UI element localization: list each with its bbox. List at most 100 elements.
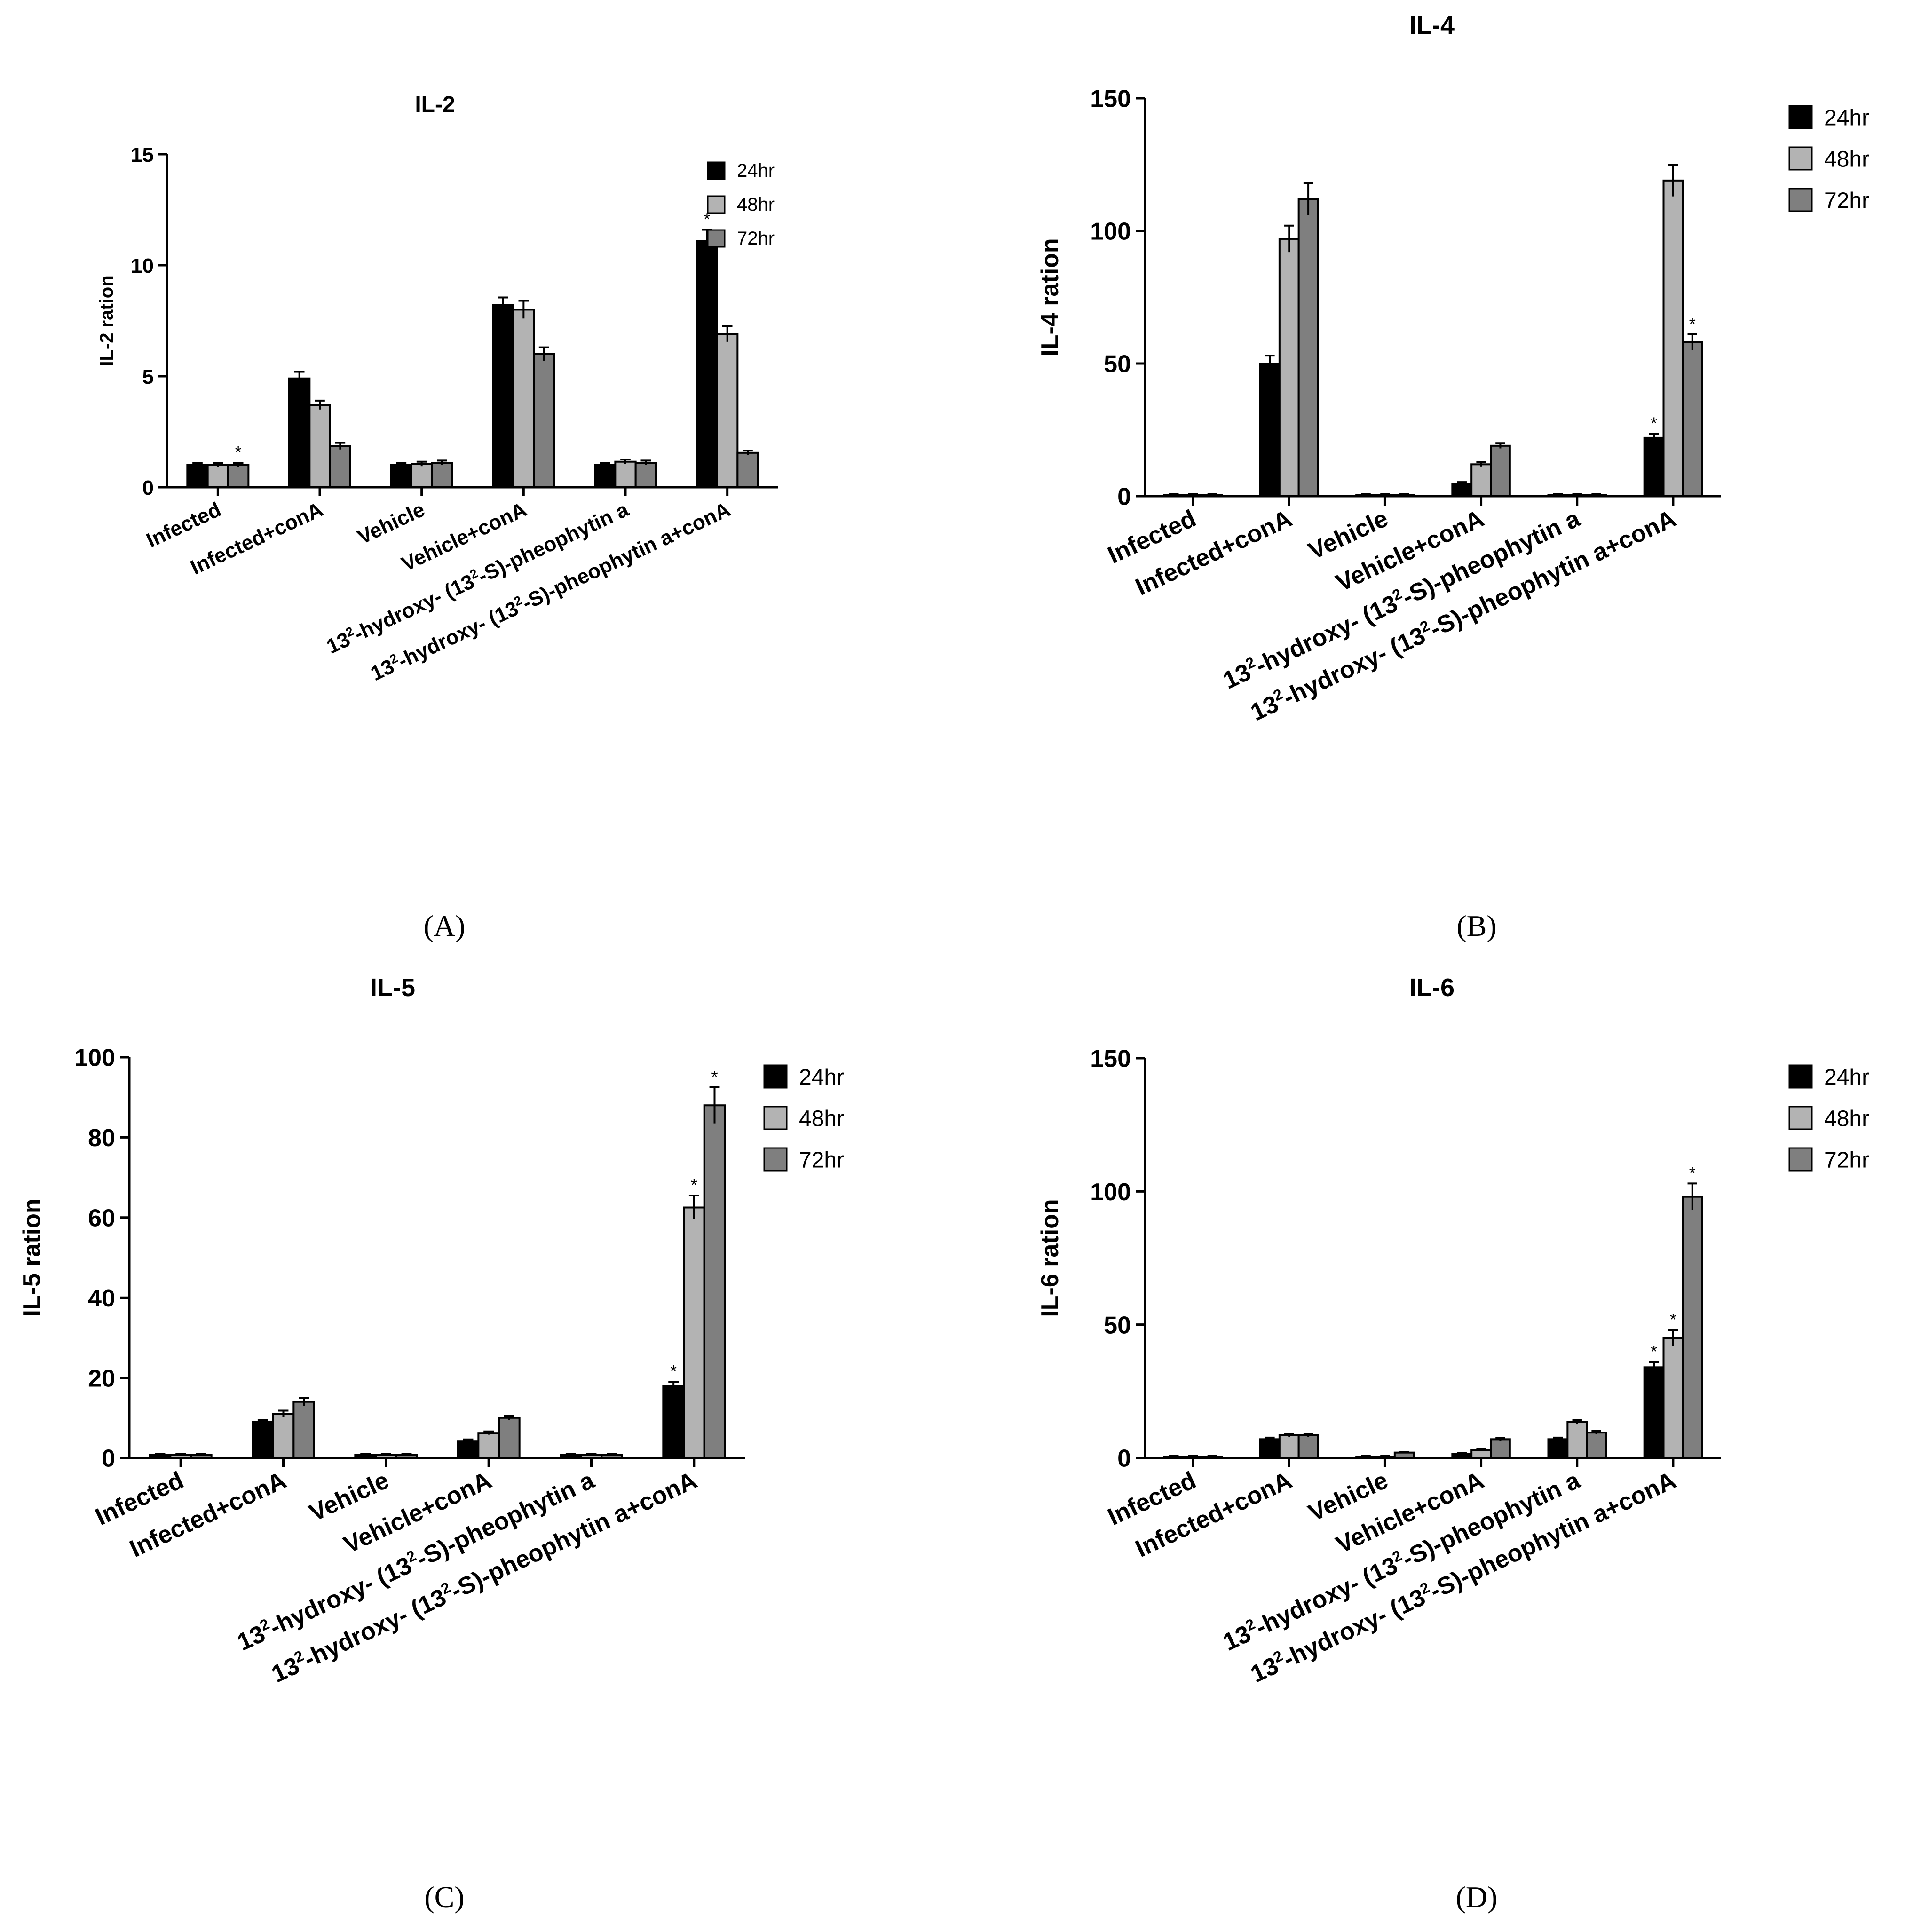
panel-label-c: (C) xyxy=(424,1880,464,1914)
y-axis-label: IL-4 ration xyxy=(1036,238,1064,356)
y-tick-label: 0 xyxy=(1117,1445,1131,1473)
bar xyxy=(411,463,433,489)
legend-swatch xyxy=(707,229,726,248)
bar xyxy=(288,377,311,488)
bar xyxy=(252,1421,274,1459)
bar xyxy=(1547,1438,1569,1459)
legend-label: 48hr xyxy=(1824,147,1869,172)
y-axis-label: IL-5 ration xyxy=(18,1198,46,1316)
panel-label-a: (A) xyxy=(424,909,466,942)
bar xyxy=(292,1401,315,1459)
y-tick-label: 80 xyxy=(88,1124,115,1152)
x-category-label: Vehicle xyxy=(354,498,428,549)
legend-swatch xyxy=(763,1064,788,1089)
bar xyxy=(1682,341,1703,497)
y-tick-label: 0 xyxy=(142,476,154,499)
y-tick-label: 50 xyxy=(1104,351,1131,378)
legend-swatch xyxy=(1788,1147,1813,1172)
legend-label: 24hr xyxy=(1824,1065,1869,1090)
legend-swatch xyxy=(763,1147,788,1172)
chart-title: IL-2 xyxy=(415,92,455,117)
bar xyxy=(390,464,413,488)
bar xyxy=(1662,1337,1684,1459)
chart-title: IL-6 xyxy=(1409,974,1455,1002)
bar xyxy=(272,1413,295,1459)
bar xyxy=(206,464,229,488)
x-category-label: Infected+conA xyxy=(1131,505,1296,601)
significance-marker: * xyxy=(704,209,710,229)
bar xyxy=(492,304,514,489)
bar xyxy=(186,464,209,488)
y-tick-label: 0 xyxy=(102,1445,115,1473)
legend-swatch xyxy=(1788,188,1813,212)
bar xyxy=(1297,198,1319,497)
panel-label-b: (B) xyxy=(1456,909,1496,942)
significance-marker: * xyxy=(235,443,242,462)
bar xyxy=(1643,1366,1665,1459)
legend-label: 72hr xyxy=(737,228,775,249)
bar xyxy=(1259,1438,1281,1459)
bar xyxy=(227,464,250,488)
y-axis-label: IL-6 ration xyxy=(1036,1199,1064,1317)
legend-label: 72hr xyxy=(1824,1148,1869,1172)
bar xyxy=(308,404,331,488)
significance-marker: * xyxy=(1651,1342,1657,1361)
bar xyxy=(703,1104,726,1459)
y-tick-label: 60 xyxy=(88,1205,115,1232)
bar xyxy=(1682,1196,1703,1459)
legend-label: 48hr xyxy=(737,194,775,215)
bar xyxy=(1490,1438,1511,1459)
bar xyxy=(1490,444,1511,498)
significance-marker: * xyxy=(691,1175,697,1195)
bar xyxy=(662,1385,685,1459)
y-tick-label: 150 xyxy=(1090,86,1131,113)
bar xyxy=(498,1417,521,1459)
bar xyxy=(683,1206,705,1459)
y-tick-label: 100 xyxy=(1090,218,1131,245)
legend-swatch xyxy=(1788,1064,1813,1089)
bar xyxy=(512,309,535,489)
bar xyxy=(1278,1434,1300,1459)
bar xyxy=(1259,363,1281,497)
y-tick-label: 100 xyxy=(74,1045,115,1072)
legend-swatch xyxy=(1788,105,1813,129)
bar xyxy=(431,462,453,489)
bar xyxy=(614,460,637,488)
bar xyxy=(1643,436,1665,497)
y-tick-label: 40 xyxy=(88,1285,115,1312)
bar xyxy=(1566,1421,1588,1459)
x-category-label: Infected+conA xyxy=(1131,1466,1296,1563)
bar xyxy=(1278,238,1300,498)
legend-swatch xyxy=(1788,1106,1813,1130)
y-tick-label: 50 xyxy=(1104,1312,1131,1339)
significance-marker: * xyxy=(1670,1310,1676,1329)
legend-label: 48hr xyxy=(1824,1106,1869,1131)
bar xyxy=(634,462,657,489)
y-tick-label: 0 xyxy=(1117,483,1131,511)
legend-swatch xyxy=(763,1106,788,1130)
bar xyxy=(1297,1434,1319,1459)
x-category-label: Infected xyxy=(143,498,225,553)
bar xyxy=(329,445,352,488)
y-tick-label: 5 xyxy=(142,365,154,388)
significance-marker: * xyxy=(1651,413,1657,433)
panel-label-d: (D) xyxy=(1456,1880,1498,1914)
chart-title: IL-4 xyxy=(1409,11,1455,40)
chart-title: IL-5 xyxy=(370,974,415,1002)
bar xyxy=(1662,179,1684,497)
y-tick-label: 100 xyxy=(1090,1179,1131,1206)
legend-swatch xyxy=(707,195,726,214)
significance-marker: * xyxy=(1689,1163,1696,1182)
bar xyxy=(1586,1432,1607,1459)
legend-label: 24hr xyxy=(1824,105,1869,130)
y-tick-label: 20 xyxy=(88,1365,115,1392)
bar xyxy=(736,451,759,489)
bar xyxy=(594,464,617,488)
bar xyxy=(696,240,718,488)
bar xyxy=(533,353,555,488)
significance-marker: * xyxy=(711,1067,718,1086)
